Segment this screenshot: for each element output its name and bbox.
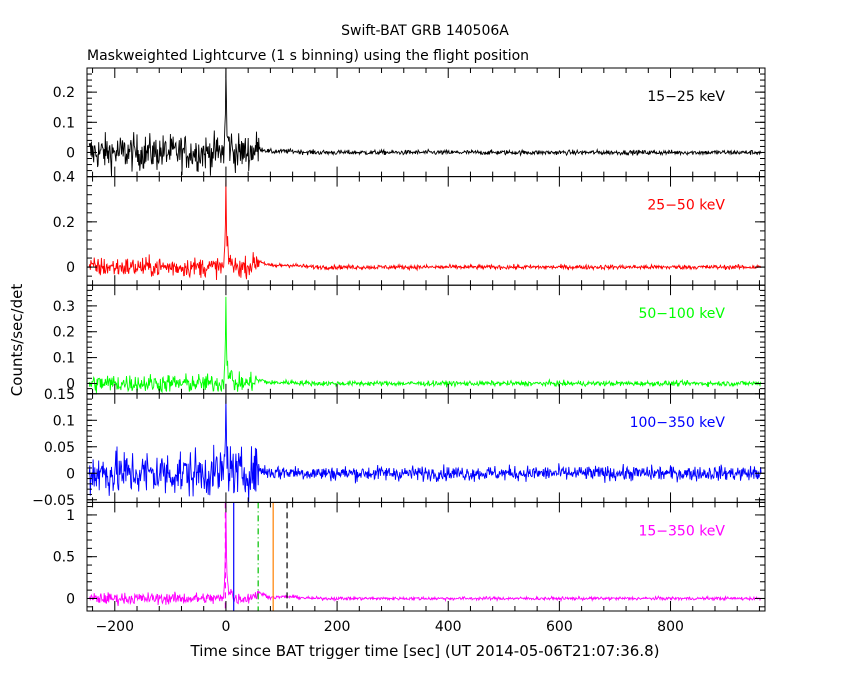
panel-frame [86,284,766,395]
panel-5: 0 0.5 1 15−350 keV [53,501,766,612]
y-tick-label: 0 [66,260,75,276]
series-line-1 [88,69,762,177]
y-tick-label: 0.2 [53,215,75,231]
y-tick-label: 0.1 [53,115,75,131]
panel-2: 0 0.2 0.4 25−50 keV [53,170,766,286]
y-tick-label: 0 [66,591,75,607]
panel-1: 0 0.1 0.2 15−25 keV [53,67,766,178]
y-tick-label: 0.4 [53,170,75,186]
y-axis-label: Counts/sec/det [8,284,26,397]
panel-band-label: 100−350 keV [630,415,726,431]
panel-band-label: 25−50 keV [647,198,725,214]
panel-band-label: 15−350 keV [638,523,725,539]
series-line-3 [88,296,762,394]
x-axis-label: Time since BAT trigger time [sec] (UT 20… [190,642,660,660]
y-tick-label: 0.2 [53,325,75,341]
series-line-4 [88,395,762,503]
y-tick-label: 0.1 [53,351,75,367]
y-tick-label: 0.2 [53,85,75,101]
x-tick-label: −200 [96,619,134,635]
panel-frame [86,176,766,286]
y-tick-label: 0 [66,145,75,161]
chart-subtitle: Maskweighted Lightcurve (1 s binning) us… [87,48,529,64]
x-tick-label: 800 [657,619,684,635]
y-tick-label: 1 [66,508,75,524]
y-tick-label: −0.05 [32,493,75,509]
panel-4: −0.05 0 0.05 0.1 0.15 100−350 keV [32,387,766,509]
x-tick-label: 200 [324,619,351,635]
y-tick-label: 0.15 [44,387,75,403]
y-tick-label: 0.5 [53,550,75,566]
x-tick-label: 0 [221,619,230,635]
x-tick-label: 600 [546,619,573,635]
y-tick-label: 0.1 [53,413,75,429]
chart-title: Swift-BAT GRB 140506A [341,23,509,39]
y-tick-label: 0.3 [53,299,75,315]
series-line-2 [88,179,762,281]
panel-3: 0 0.1 0.2 0.3 50−100 keV [53,284,766,395]
series-line-5 [89,506,762,607]
panel-band-label: 15−25 keV [647,89,725,105]
panel-frame [86,501,766,612]
y-tick-label: 0.05 [44,440,75,456]
x-tick-label: 400 [435,619,462,635]
panel-band-label: 50−100 keV [638,306,725,322]
y-tick-label: 0 [66,466,75,482]
y-tick-label: 0 [66,376,75,392]
